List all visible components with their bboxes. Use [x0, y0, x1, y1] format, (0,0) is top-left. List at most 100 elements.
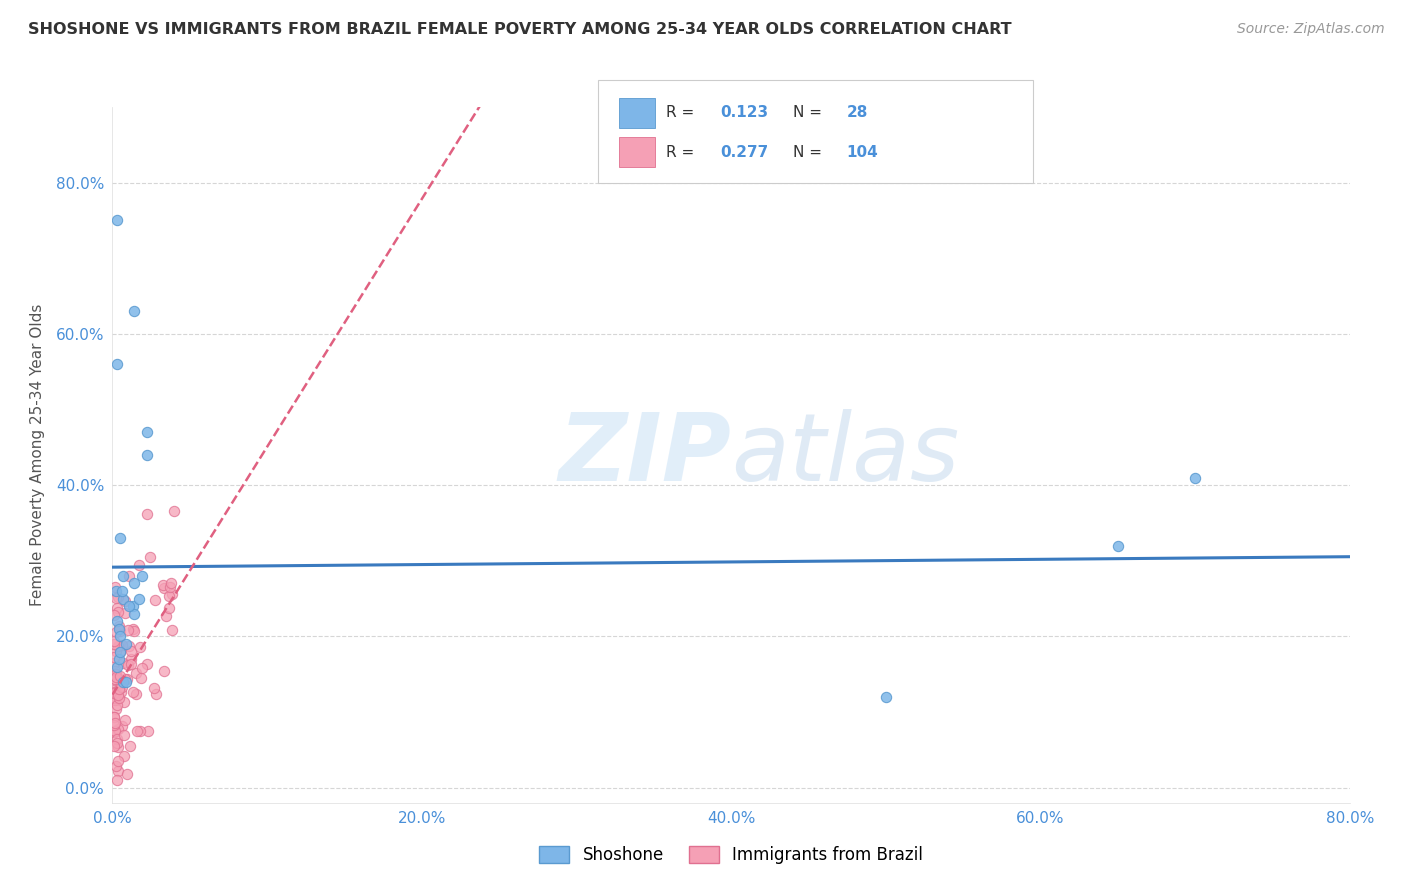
Immigrants from Brazil	[103, 682, 125, 697]
Shoshone	[105, 659, 128, 673]
Legend: Shoshone, Immigrants from Brazil: Shoshone, Immigrants from Brazil	[533, 839, 929, 871]
Immigrants from Brazil	[105, 701, 128, 715]
Immigrants from Brazil	[160, 587, 183, 601]
Immigrants from Brazil	[160, 576, 183, 591]
Immigrants from Brazil	[103, 686, 125, 700]
Immigrants from Brazil	[104, 667, 127, 681]
Immigrants from Brazil	[103, 690, 125, 705]
Immigrants from Brazil	[124, 666, 146, 681]
Shoshone	[135, 448, 157, 462]
Immigrants from Brazil	[108, 639, 131, 653]
Immigrants from Brazil	[107, 764, 129, 779]
Immigrants from Brazil	[129, 640, 152, 654]
Immigrants from Brazil	[122, 622, 145, 636]
Immigrants from Brazil	[108, 682, 131, 697]
Immigrants from Brazil	[107, 754, 129, 768]
Immigrants from Brazil	[128, 723, 150, 738]
Immigrants from Brazil	[107, 640, 129, 654]
Immigrants from Brazil	[107, 590, 129, 604]
Shoshone	[110, 531, 132, 545]
Immigrants from Brazil	[157, 601, 180, 615]
Immigrants from Brazil	[104, 644, 127, 658]
Immigrants from Brazil	[153, 581, 176, 595]
Immigrants from Brazil	[103, 725, 125, 739]
Immigrants from Brazil	[103, 710, 125, 724]
Shoshone	[875, 690, 897, 704]
Immigrants from Brazil	[105, 601, 128, 615]
Shoshone	[118, 599, 141, 614]
Text: Source: ZipAtlas.com: Source: ZipAtlas.com	[1237, 22, 1385, 37]
Shoshone	[105, 357, 128, 371]
Immigrants from Brazil	[118, 569, 141, 583]
Immigrants from Brazil	[104, 580, 127, 594]
Text: 0.277: 0.277	[720, 145, 768, 160]
Immigrants from Brazil	[104, 672, 127, 686]
Shoshone	[112, 569, 135, 583]
Immigrants from Brazil	[114, 714, 136, 728]
Immigrants from Brazil	[120, 657, 142, 671]
Immigrants from Brazil	[159, 580, 181, 594]
Text: 104: 104	[846, 145, 879, 160]
Immigrants from Brazil	[114, 672, 136, 686]
Immigrants from Brazil	[143, 681, 166, 695]
Text: ZIP: ZIP	[558, 409, 731, 501]
Immigrants from Brazil	[108, 691, 131, 706]
Immigrants from Brazil	[112, 657, 135, 671]
Shoshone	[1107, 539, 1129, 553]
Immigrants from Brazil	[117, 640, 139, 654]
Immigrants from Brazil	[117, 658, 139, 673]
Immigrants from Brazil	[103, 718, 125, 732]
Immigrants from Brazil	[108, 618, 131, 632]
Immigrants from Brazil	[157, 589, 180, 603]
Immigrants from Brazil	[108, 645, 131, 659]
Shoshone	[122, 607, 145, 621]
Immigrants from Brazil	[125, 687, 148, 701]
Immigrants from Brazil	[104, 624, 127, 639]
Immigrants from Brazil	[163, 504, 186, 518]
Shoshone	[111, 584, 134, 599]
Immigrants from Brazil	[103, 710, 125, 724]
Immigrants from Brazil	[108, 624, 131, 638]
Immigrants from Brazil	[145, 687, 167, 701]
Immigrants from Brazil	[129, 671, 152, 685]
Y-axis label: Female Poverty Among 25-34 Year Olds: Female Poverty Among 25-34 Year Olds	[30, 304, 45, 606]
Immigrants from Brazil	[110, 685, 132, 699]
Shoshone	[122, 576, 145, 591]
Immigrants from Brazil	[103, 607, 125, 622]
Immigrants from Brazil	[115, 673, 138, 687]
Immigrants from Brazil	[108, 669, 131, 683]
Immigrants from Brazil	[114, 594, 136, 608]
Immigrants from Brazil	[103, 657, 125, 671]
Immigrants from Brazil	[103, 633, 125, 648]
Text: N =: N =	[793, 105, 827, 120]
Immigrants from Brazil	[160, 624, 183, 638]
Immigrants from Brazil	[103, 650, 125, 665]
Shoshone	[112, 591, 135, 606]
Immigrants from Brazil	[105, 667, 128, 681]
Immigrants from Brazil	[143, 593, 166, 607]
Immigrants from Brazil	[117, 623, 139, 637]
Text: 0.123: 0.123	[720, 105, 768, 120]
Immigrants from Brazil	[120, 739, 142, 754]
Immigrants from Brazil	[131, 660, 153, 674]
Shoshone	[122, 304, 145, 318]
Immigrants from Brazil	[136, 507, 159, 521]
Shoshone	[107, 622, 129, 636]
Immigrants from Brazil	[136, 723, 159, 738]
Shoshone	[135, 425, 157, 440]
Immigrants from Brazil	[112, 749, 135, 764]
Shoshone	[105, 615, 128, 629]
Immigrants from Brazil	[104, 715, 127, 730]
Immigrants from Brazil	[103, 685, 125, 699]
Text: R =: R =	[666, 105, 700, 120]
Immigrants from Brazil	[105, 773, 128, 788]
Shoshone	[112, 674, 135, 689]
Immigrants from Brazil	[135, 657, 157, 671]
Immigrants from Brazil	[128, 558, 150, 572]
Shoshone	[1184, 470, 1206, 484]
Immigrants from Brazil	[103, 725, 125, 739]
Text: N =: N =	[793, 145, 827, 160]
Shoshone	[105, 213, 128, 227]
Immigrants from Brazil	[114, 607, 136, 621]
Text: R =: R =	[666, 145, 700, 160]
